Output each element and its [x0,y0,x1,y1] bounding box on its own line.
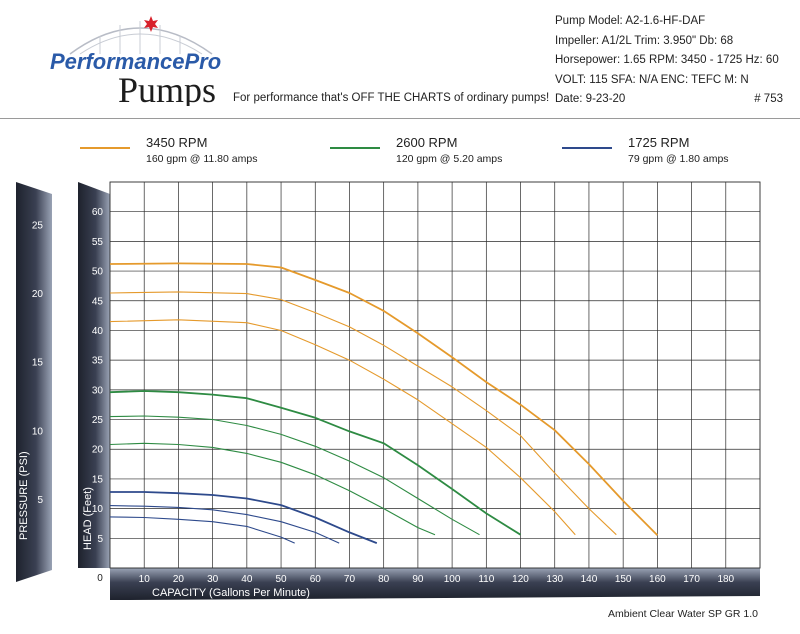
x-tick-label: 150 [615,574,632,585]
psi-tick-label: 5 [37,495,43,506]
chart-number: # 753 [754,93,783,105]
x-tick-label: 40 [241,574,253,585]
legend-swatch-3450 [80,147,130,149]
legend-subtitle-1725: 79 gpm @ 1.80 amps [628,153,729,165]
x-tick-label: 80 [378,574,390,585]
head-axis-band [78,182,110,568]
psi-tick-label: 15 [32,358,44,369]
curve-rpm_3450-0 [109,262,659,536]
y-tick-label: 55 [92,237,104,248]
legend-title-2600: 2600 RPM [396,135,458,150]
y-tick-label: 15 [92,474,104,485]
logo-line1: PerformancePro [50,49,221,74]
logo-line2: Pumps [118,70,216,106]
y-tick-label: 30 [92,385,104,396]
x-tick-label: 140 [581,574,598,585]
x-tick-label: 160 [649,574,666,585]
psi-tick-label: 10 [32,426,44,437]
y-tick-label: 5 [97,534,103,545]
legend-title-1725: 1725 RPM [628,135,690,150]
spec-date: Date: 9-23-20 [555,93,626,105]
x-tick-label: 90 [412,574,424,585]
curve-rpm_2600-3 [109,390,521,536]
pump-specs: Pump Model: A2-1.6-HF-DAF Impeller: A1/2… [555,12,795,110]
header-divider [0,118,800,119]
y-tick-label: 20 [92,445,104,456]
x-tick-label: 30 [207,574,219,585]
curve-rpm_2600-5 [109,442,436,536]
legend-title-3450: 3450 RPM [146,135,208,150]
legend-swatch-1725 [562,147,612,149]
y-tick-label: 40 [92,326,104,337]
x-tick-label: 50 [275,574,287,585]
y-tick-label: 10 [92,504,104,515]
legend-item-2600: 2600 RPM 120 gpm @ 5.20 amps [330,134,570,170]
curve-rpm_1725-7 [109,505,340,544]
legend-swatch-2600 [330,147,380,149]
spec-voltage: VOLT: 115 SFA: N/A ENC: TEFC M: N [555,73,749,86]
spec-impeller: Impeller: A1/2L Trim: 3.950" Db: 68 [555,34,734,47]
psi-tick-label: 25 [32,221,44,232]
x-axis-band [110,568,760,600]
plot-area [110,182,760,568]
x-tick-label: 170 [683,574,700,585]
spec-horsepower: Horsepower: 1.65 RPM: 3450 - 1725 Hz: 60 [555,54,779,66]
x-tick-label: 20 [173,574,185,585]
legend-item-3450: 3450 RPM 160 gpm @ 11.80 amps [80,134,320,170]
psi-axis-label: PRESSURE (PSI) [18,451,30,540]
y-axis-label: HEAD (Feet) [82,487,94,550]
curve-rpm_3450-1 [109,291,617,536]
x-tick-label: 120 [512,574,529,585]
x-tick-label: 110 [478,574,494,585]
psi-tick-label: 20 [32,289,44,300]
tagline: For performance that's OFF THE CHARTS of… [233,92,550,104]
performance-pro-logo: PerformancePro Pumps [40,6,240,110]
legend-subtitle-3450: 160 gpm @ 11.80 amps [146,153,258,165]
spec-pump-model: Pump Model: A2-1.6-HF-DAF [555,15,706,27]
x-tick-label: 60 [310,574,322,585]
footer-note: Ambient Clear Water SP GR 1.0 [608,608,758,620]
legend-item-1725: 1725 RPM 79 gpm @ 1.80 amps [562,134,800,170]
psi-axis-band [16,182,52,582]
x-axis-label: CAPACITY (Gallons Per Minute) [152,587,310,599]
curve-rpm_1725-8 [109,516,295,544]
x-tick-label: 100 [444,574,461,585]
curve-rpm_2600-4 [109,415,480,536]
y-tick-label: 25 [92,415,104,426]
y-tick-label: 60 [92,207,104,218]
x-tick-label: 10 [139,574,151,585]
x-tick-label: 180 [717,574,734,585]
curve-rpm_3450-2 [109,319,576,536]
plot-frame [109,181,761,569]
legend-subtitle-2600: 120 gpm @ 5.20 amps [396,153,503,165]
x-tick-label: 70 [344,574,356,585]
y-tick-label: 50 [92,267,104,278]
y-tick-label: 45 [92,296,104,307]
x-tick-label: 130 [546,574,563,585]
curve-rpm_1725-6 [110,491,378,544]
y-tick-label: 35 [92,356,104,367]
origin-label: 0 [97,573,103,584]
